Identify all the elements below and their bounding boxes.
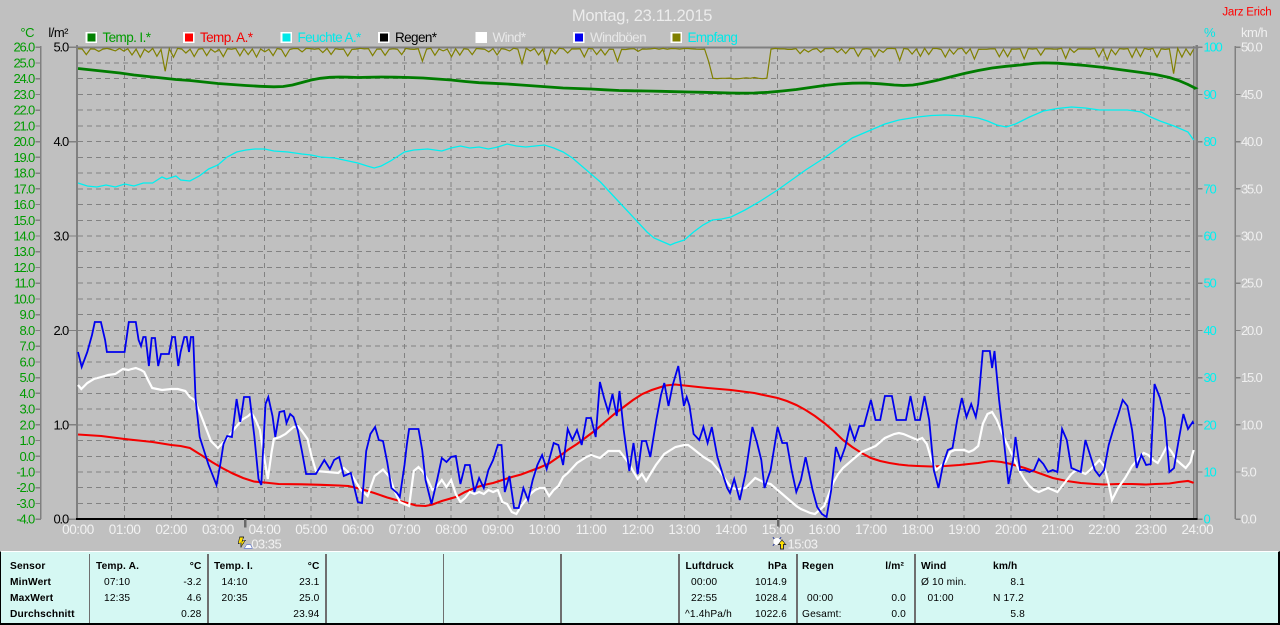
- svg-text:09:00: 09:00: [482, 522, 514, 537]
- svg-text:70: 70: [1204, 181, 1217, 196]
- svg-text:20.0: 20.0: [1241, 323, 1262, 338]
- svg-text:20:00: 20:00: [995, 522, 1027, 537]
- svg-text:1.0: 1.0: [54, 417, 69, 432]
- svg-text:40: 40: [1204, 323, 1217, 338]
- svg-text:10:00: 10:00: [529, 522, 561, 537]
- svg-text:60: 60: [1204, 229, 1217, 244]
- svg-text:21:00: 21:00: [1042, 522, 1074, 537]
- svg-text:90: 90: [1204, 87, 1217, 102]
- svg-text:17:00: 17:00: [855, 522, 887, 537]
- svg-text:-4.0: -4.0: [16, 512, 35, 527]
- svg-text:4.0: 4.0: [54, 134, 69, 149]
- svg-text:13:00: 13:00: [668, 522, 700, 537]
- svg-text:l/m²: l/m²: [48, 25, 69, 40]
- svg-text:03:35: 03:35: [251, 537, 281, 552]
- svg-text:Regen*: Regen*: [395, 30, 438, 45]
- svg-text:15:03: 15:03: [788, 537, 818, 552]
- svg-text:07:00: 07:00: [389, 522, 421, 537]
- svg-text:0: 0: [1204, 512, 1211, 527]
- svg-text:2.0: 2.0: [20, 417, 35, 432]
- svg-text:25.0: 25.0: [13, 55, 34, 70]
- svg-text:4.0: 4.0: [20, 386, 35, 401]
- svg-text:13.0: 13.0: [13, 244, 34, 259]
- svg-text:Feuchte A.*: Feuchte A.*: [298, 30, 363, 45]
- svg-text:Temp. I.*: Temp. I.*: [103, 30, 152, 45]
- svg-text:5.0: 5.0: [1241, 465, 1256, 480]
- svg-text:9.0: 9.0: [20, 307, 35, 322]
- svg-text:04:00: 04:00: [249, 522, 281, 537]
- svg-text:6.0: 6.0: [20, 354, 35, 369]
- svg-text:11:00: 11:00: [576, 522, 607, 537]
- svg-text:7.0: 7.0: [20, 339, 35, 354]
- svg-text:19:00: 19:00: [948, 522, 980, 537]
- svg-text:17.0: 17.0: [13, 181, 34, 196]
- svg-text:30: 30: [1204, 370, 1217, 385]
- svg-text:°C: °C: [20, 25, 34, 40]
- svg-text:Montag, 23.11.2015: Montag, 23.11.2015: [572, 7, 712, 25]
- svg-text:50: 50: [1204, 276, 1217, 291]
- svg-text:0.0: 0.0: [1241, 512, 1256, 527]
- svg-text:19.0: 19.0: [13, 150, 34, 165]
- svg-text:Wind*: Wind*: [493, 30, 527, 45]
- svg-text:0.0: 0.0: [20, 449, 35, 464]
- svg-text:45.0: 45.0: [1241, 87, 1262, 102]
- svg-text:06:00: 06:00: [342, 522, 374, 537]
- svg-text:01:00: 01:00: [109, 522, 141, 537]
- svg-text:14.0: 14.0: [13, 229, 34, 244]
- svg-text:100: 100: [1204, 40, 1223, 55]
- svg-text:-1.0: -1.0: [16, 465, 35, 480]
- svg-text:12.0: 12.0: [13, 260, 34, 275]
- svg-text:18.0: 18.0: [13, 166, 34, 181]
- svg-text:08:00: 08:00: [435, 522, 467, 537]
- svg-text:10.0: 10.0: [1241, 417, 1262, 432]
- svg-text:24.0: 24.0: [13, 71, 34, 86]
- svg-text:24:00: 24:00: [1181, 522, 1213, 537]
- svg-text:3.0: 3.0: [54, 229, 69, 244]
- svg-text:15.0: 15.0: [13, 213, 34, 228]
- svg-text:km/h: km/h: [1241, 25, 1267, 40]
- svg-text:10: 10: [1204, 465, 1217, 480]
- svg-text:22.0: 22.0: [13, 103, 34, 118]
- svg-text:10.0: 10.0: [13, 291, 34, 306]
- svg-text:18:00: 18:00: [902, 522, 934, 537]
- svg-text:15.0: 15.0: [1241, 370, 1262, 385]
- svg-text:3.0: 3.0: [20, 402, 35, 417]
- svg-text:02:00: 02:00: [155, 522, 187, 537]
- svg-text:1.0: 1.0: [20, 433, 35, 448]
- svg-text:5.0: 5.0: [54, 40, 69, 55]
- svg-text:12:00: 12:00: [622, 522, 654, 537]
- svg-text:20: 20: [1204, 417, 1217, 432]
- svg-text:23.0: 23.0: [13, 87, 34, 102]
- svg-text:Windböen: Windböen: [590, 30, 646, 45]
- svg-text:Temp. A.*: Temp. A.*: [200, 30, 254, 45]
- svg-text:25.0: 25.0: [1241, 276, 1262, 291]
- svg-text:%: %: [1204, 25, 1216, 40]
- svg-text:00:00: 00:00: [62, 522, 94, 537]
- svg-text:8.0: 8.0: [20, 323, 35, 338]
- svg-text:0.0: 0.0: [54, 512, 69, 527]
- svg-text:30.0: 30.0: [1241, 229, 1262, 244]
- svg-text:05:00: 05:00: [295, 522, 327, 537]
- svg-text:21.0: 21.0: [13, 118, 34, 133]
- svg-text:Empfang: Empfang: [688, 30, 738, 45]
- svg-text:-3.0: -3.0: [16, 496, 35, 511]
- svg-text:16.0: 16.0: [13, 197, 34, 212]
- svg-text:23:00: 23:00: [1135, 522, 1167, 537]
- svg-text:14:00: 14:00: [715, 522, 747, 537]
- svg-text:22:00: 22:00: [1088, 522, 1120, 537]
- svg-text:80: 80: [1204, 134, 1217, 149]
- svg-text:5.0: 5.0: [20, 370, 35, 385]
- svg-text:35.0: 35.0: [1241, 181, 1262, 196]
- svg-text:15:00: 15:00: [762, 522, 794, 537]
- svg-text:40.0: 40.0: [1241, 134, 1262, 149]
- svg-text:16:00: 16:00: [808, 522, 840, 537]
- svg-text:11.0: 11.0: [14, 276, 35, 291]
- svg-text:03:00: 03:00: [202, 522, 234, 537]
- svg-text:50.0: 50.0: [1241, 40, 1262, 55]
- svg-text:Jarz Erich: Jarz Erich: [1222, 7, 1271, 19]
- svg-text:20.0: 20.0: [13, 134, 34, 149]
- svg-text:-2.0: -2.0: [16, 480, 35, 495]
- svg-text:2.0: 2.0: [54, 323, 69, 338]
- svg-text:26.0: 26.0: [13, 40, 34, 55]
